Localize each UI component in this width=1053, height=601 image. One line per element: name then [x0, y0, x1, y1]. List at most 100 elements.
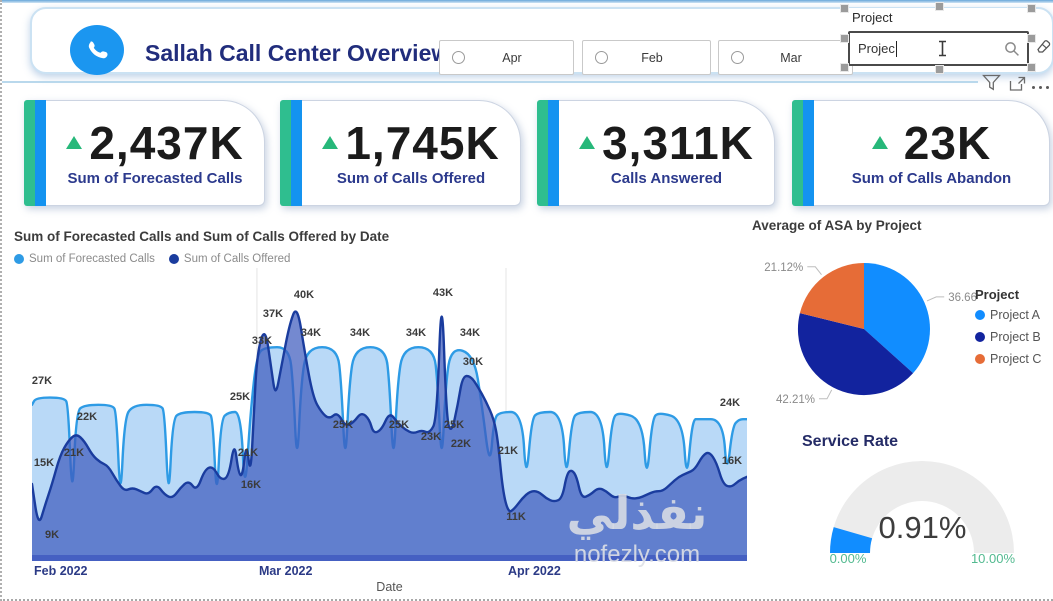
svg-text:34K: 34K [301, 327, 321, 339]
filter-funnel-icon[interactable] [982, 74, 1001, 92]
page-title: Sallah Call Center Overview [145, 40, 450, 66]
legend-dot [975, 310, 985, 320]
kpi-value: 2,437K [89, 116, 244, 169]
radio-icon[interactable] [595, 51, 608, 64]
svg-text:25K: 25K [389, 419, 409, 431]
trend-up-icon [322, 136, 339, 150]
card-accent-green [280, 100, 291, 206]
legend-item-project-c[interactable]: Project C [975, 352, 1041, 366]
gauge-title: Service Rate [802, 433, 899, 450]
svg-text:34K: 34K [460, 327, 480, 339]
svg-text:34K: 34K [350, 327, 370, 339]
slicer-label: Feb [641, 50, 663, 65]
focus-mode-icon[interactable] [1009, 76, 1026, 92]
svg-text:16K: 16K [722, 455, 742, 467]
selection-handle[interactable] [840, 34, 849, 43]
trend-up-icon [66, 136, 83, 150]
kpi-card-calls-answered: 3,311K Calls Answered [537, 100, 775, 206]
svg-text:Mar 2022: Mar 2022 [259, 564, 313, 578]
legend-dot [168, 254, 179, 264]
legend-item-forecasted: Sum of Forecasted Calls [14, 253, 155, 265]
month-slicer-apr[interactable]: Apr [439, 40, 574, 75]
legend-dot [975, 354, 985, 364]
kpi-card-calls-abandon: 23K Sum of Calls Abandon [792, 100, 1050, 206]
selection-handle[interactable] [1027, 4, 1036, 13]
selection-handle[interactable] [1027, 63, 1036, 72]
project-slicer: Project Projec [840, 2, 1036, 74]
radio-icon[interactable] [731, 51, 744, 64]
svg-text:42.21%: 42.21% [776, 394, 815, 406]
svg-text:30K: 30K [463, 356, 483, 368]
svg-text:Apr 2022: Apr 2022 [508, 564, 561, 578]
svg-text:21K: 21K [238, 447, 258, 459]
selection-handle[interactable] [935, 65, 944, 74]
card-accent-blue [291, 100, 302, 206]
svg-text:23K: 23K [421, 431, 441, 443]
area-chart-legend: Sum of Forecasted Calls Sum of Calls Off… [14, 253, 290, 265]
pie-legend: Project Project A Project B Project C [975, 287, 1041, 374]
kpi-value: 1,745K [345, 116, 500, 169]
svg-text:43K: 43K [433, 287, 453, 299]
search-input-value: Projec [858, 41, 895, 56]
area-chart[interactable]: 27K 15K 9K 21K 22K 25K 21K 16K 33K 37K 40K 34K 34K 34… [32, 268, 747, 580]
month-slicer-mar[interactable]: Mar [718, 40, 853, 75]
gauge-min-label: 0.00% [829, 551, 867, 566]
svg-text:15K: 15K [34, 457, 54, 469]
svg-text:27K: 27K [32, 375, 52, 387]
gauge-chart[interactable] [828, 460, 1018, 556]
svg-text:24K: 24K [720, 397, 740, 409]
kpi-card-forecasted-calls: 2,437K Sum of Forecasted Calls [24, 100, 265, 206]
phone-icon [70, 25, 124, 75]
card-accent-green [537, 100, 548, 206]
gauge-max-label: 10.00% [970, 551, 1016, 566]
svg-text:21K: 21K [64, 447, 84, 459]
svg-text:16K: 16K [241, 479, 261, 491]
project-search-input[interactable]: Projec [848, 31, 1029, 66]
svg-text:21K: 21K [498, 445, 518, 457]
svg-text:22K: 22K [451, 438, 471, 450]
svg-text:11K: 11K [506, 511, 526, 523]
legend-item-offered: Sum of Calls Offered [168, 253, 290, 265]
card-accent-blue [548, 100, 559, 206]
card-accent-blue [803, 100, 814, 206]
more-options-icon[interactable] [1032, 86, 1049, 89]
project-slicer-title: Project [852, 10, 893, 25]
svg-text:21.12%: 21.12% [764, 262, 803, 274]
kpi-label: Sum of Calls Abandon [851, 170, 1012, 188]
pie-chart-title: Average of ASA by Project [752, 218, 922, 233]
text-caret [895, 40, 897, 57]
selection-handle[interactable] [840, 63, 849, 72]
svg-text:40K: 40K [294, 289, 314, 301]
svg-text:34K: 34K [406, 327, 426, 339]
header-divider-line [2, 81, 978, 83]
eraser-icon[interactable] [1034, 36, 1052, 54]
month-slicer-feb[interactable]: Feb [582, 40, 711, 75]
svg-text:37K: 37K [263, 308, 283, 320]
search-icon[interactable] [1004, 41, 1020, 57]
area-chart-title: Sum of Forecasted Calls and Sum of Calls… [14, 229, 390, 244]
svg-text:22K: 22K [77, 411, 97, 423]
card-accent-blue [35, 100, 46, 206]
kpi-label: Sum of Forecasted Calls [67, 170, 243, 188]
slicer-label: Mar [780, 50, 802, 65]
svg-text:Feb 2022: Feb 2022 [34, 564, 88, 578]
legend-dot [975, 332, 985, 342]
card-accent-green [24, 100, 35, 206]
svg-text:9K: 9K [45, 529, 59, 541]
kpi-card-calls-offered: 1,745K Sum of Calls Offered [280, 100, 521, 206]
selection-handle[interactable] [1027, 34, 1036, 43]
selection-handle[interactable] [840, 4, 849, 13]
card-accent-green [792, 100, 803, 206]
pie-chart[interactable]: 36.66% 42.21% 21.12% [742, 245, 977, 417]
kpi-label: Calls Answered [610, 170, 723, 188]
legend-item-project-a[interactable]: Project A [975, 308, 1041, 322]
kpi-value: 23K [903, 116, 992, 169]
svg-text:36.66%: 36.66% [948, 292, 977, 304]
selection-handle[interactable] [935, 2, 944, 11]
slicer-label: Apr [502, 50, 522, 65]
ibeam-cursor [938, 40, 946, 57]
trend-up-icon [579, 136, 596, 150]
legend-item-project-b[interactable]: Project B [975, 330, 1041, 344]
radio-icon[interactable] [452, 51, 465, 64]
